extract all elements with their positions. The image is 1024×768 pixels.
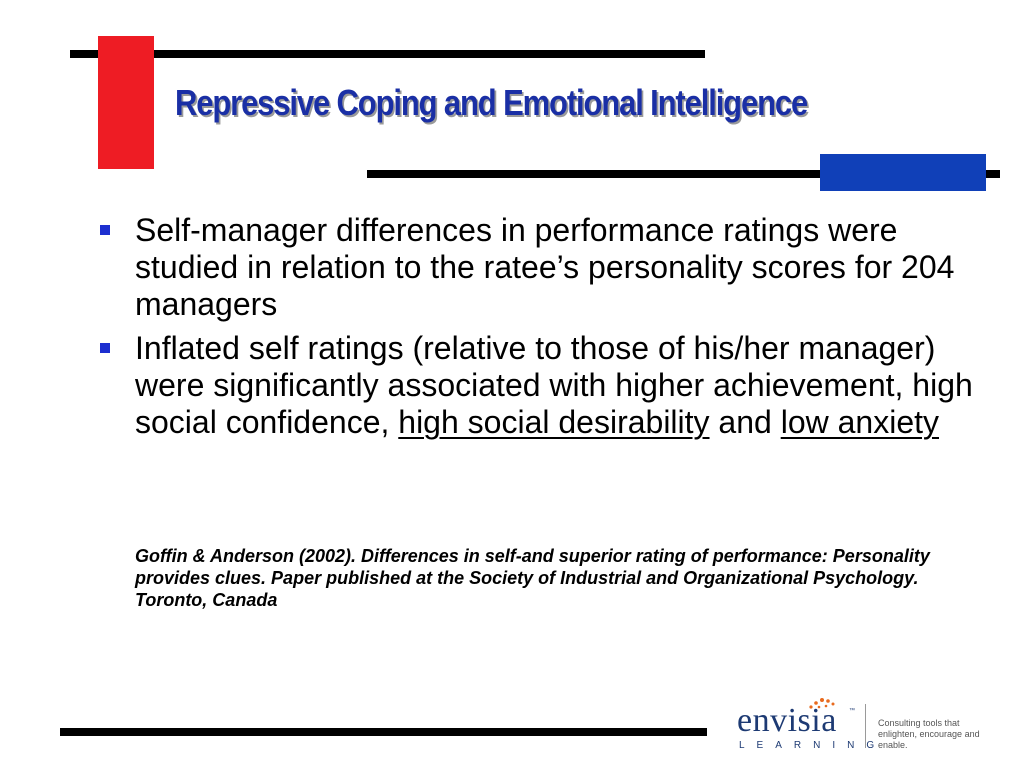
- bullet-text-connector: and: [709, 404, 781, 440]
- top-rule: [70, 50, 705, 58]
- bullet-list: Self-manager differences in performance …: [100, 212, 980, 448]
- square-bullet-icon: [100, 225, 110, 235]
- red-accent-block: [98, 36, 154, 169]
- bullet-item: Self-manager differences in performance …: [100, 212, 980, 323]
- envisia-logo: envisia ™ LEARNING Consulting tools that…: [737, 698, 997, 752]
- underlined-term: low anxiety: [780, 404, 939, 440]
- citation: Goffin & Anderson (2002). Differences in…: [135, 546, 930, 610]
- logo-wordmark: envisia: [737, 702, 837, 739]
- bullet-text: Inflated self ratings (relative to those…: [135, 330, 973, 440]
- logo-dots-icon: [809, 698, 835, 709]
- logo-subtitle: LEARNING: [739, 740, 887, 751]
- middle-rule: [367, 170, 1000, 178]
- square-bullet-icon: [100, 343, 110, 353]
- bullet-item: Inflated self ratings (relative to those…: [100, 330, 980, 441]
- logo-tagline: Consulting tools that enlighten, encoura…: [878, 718, 980, 750]
- blue-accent-block: [820, 154, 986, 191]
- slide-title: Repressive Coping and Emotional Intellig…: [175, 82, 808, 123]
- underlined-term: high social desirability: [398, 404, 710, 440]
- logo-divider: [865, 704, 866, 748]
- logo-trademark: ™: [849, 708, 855, 714]
- bullet-text: Self-manager differences in performance …: [135, 212, 955, 322]
- bottom-rule: [60, 728, 707, 736]
